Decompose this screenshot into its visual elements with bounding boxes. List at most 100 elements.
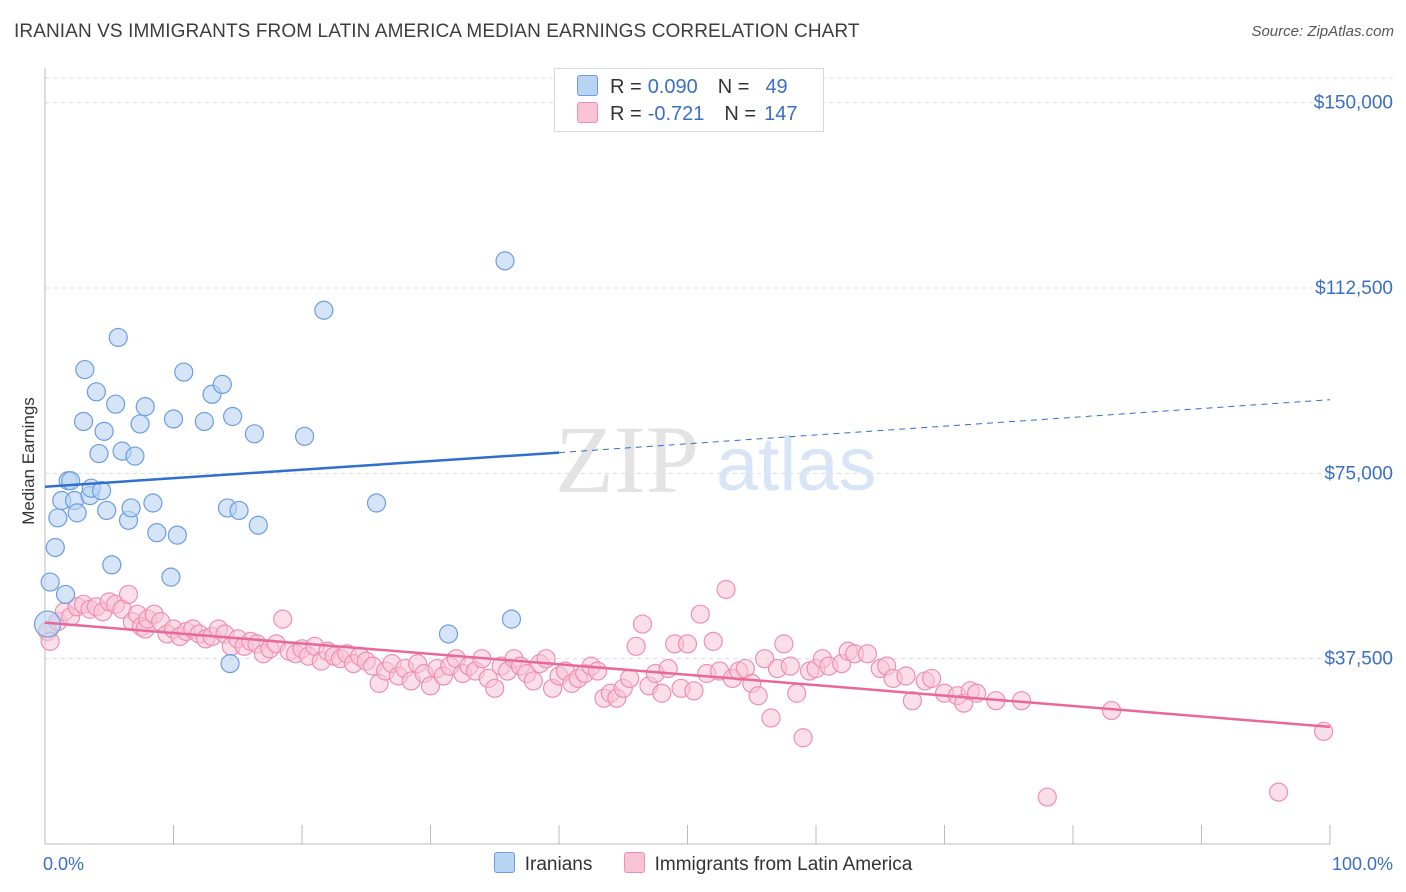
- iranians-point: [48, 508, 68, 528]
- latin-america-point: [793, 728, 813, 748]
- iranians-point: [108, 327, 128, 348]
- iranians-point: [91, 481, 112, 501]
- iranians-point: [248, 515, 268, 535]
- iranians-point: [366, 493, 387, 513]
- legend-r-label: R =: [610, 76, 642, 98]
- latin-america-point: [774, 634, 794, 654]
- legend-label-latin-america: Immigrants from Latin America: [654, 854, 913, 875]
- iranians-point: [220, 654, 240, 674]
- iranians-point: [438, 624, 459, 644]
- x-tick-label: 100.0%: [1332, 854, 1393, 874]
- chart-title: IRANIAN VS IMMIGRANTS FROM LATIN AMERICA…: [14, 21, 860, 42]
- latin-america-point: [857, 644, 878, 664]
- iranians-point: [229, 500, 249, 521]
- latin-america-point: [620, 668, 640, 689]
- watermark-zip: ZIP: [555, 406, 699, 513]
- latin-america-point: [273, 609, 293, 629]
- latin-america-trendline: [44, 621, 1331, 729]
- latin-america-point: [922, 668, 942, 689]
- latin-america-point: [716, 579, 736, 600]
- latin-america-point: [652, 683, 672, 703]
- latin-america-point: [761, 708, 781, 728]
- iranians-point: [73, 411, 94, 432]
- iranians-point: [67, 503, 87, 523]
- legend-n-label: N =: [717, 76, 750, 98]
- iranians-point: [55, 584, 76, 605]
- y-tick-label: $37,500: [1324, 649, 1393, 670]
- iranians-point: [174, 362, 194, 382]
- latin-america-point: [703, 631, 723, 651]
- legend-n-value: 49: [765, 76, 788, 98]
- iranians-point: [89, 443, 109, 464]
- legend-swatch-latin-america: [623, 852, 645, 873]
- iranians-point: [40, 572, 60, 592]
- iranians-point: [102, 555, 122, 575]
- y-tick-label: $112,500: [1315, 278, 1393, 299]
- x-tick-label: 0.0%: [43, 854, 84, 874]
- trendlines: [44, 399, 1331, 729]
- latin-america-point: [748, 686, 768, 706]
- iranians-point: [294, 426, 315, 446]
- legend-n-value: 147: [764, 103, 798, 125]
- legend-r-value: 0.090: [647, 76, 698, 98]
- iranians-point: [314, 300, 334, 320]
- latin-america-point: [1037, 787, 1057, 807]
- latin-america-point: [787, 683, 807, 703]
- latin-america-point: [118, 584, 139, 605]
- axes: [44, 68, 1331, 845]
- legend-swatch-iranians: [577, 75, 598, 96]
- iranians-point: [163, 409, 184, 429]
- iranians-point: [125, 446, 145, 466]
- series-latin-america-points: [37, 579, 1334, 807]
- watermark: ZIP atlas: [555, 406, 877, 513]
- latin-america-point: [677, 634, 698, 654]
- latin-america-point: [754, 649, 775, 669]
- legend-swatch-iranians: [493, 852, 515, 873]
- iranians-point: [106, 394, 126, 414]
- series-legend: Iranians Immigrants from Latin America: [0, 852, 1406, 876]
- iranians-trendline: [44, 451, 560, 488]
- iranians-point: [223, 406, 243, 427]
- iranians-point: [147, 523, 167, 543]
- latin-america-point: [587, 661, 608, 681]
- iranians-point: [75, 359, 95, 380]
- latin-america-point: [485, 678, 505, 698]
- iranians-trendline-extension: [558, 399, 1331, 454]
- iranians-point: [45, 537, 65, 558]
- legend-row-latin-america: R = -0.721 N = 147: [577, 102, 797, 126]
- correlation-legend: R = 0.090 N = 49 R = -0.721 N = 147: [554, 68, 824, 132]
- latin-america-point: [523, 671, 543, 691]
- legend-row-iranians: R = 0.090 N = 49: [577, 75, 788, 99]
- legend-r-value: -0.721: [647, 103, 705, 125]
- iranians-point: [244, 424, 265, 444]
- watermark-atlas: atlas: [716, 422, 877, 507]
- iranians-point: [135, 397, 155, 417]
- latin-america-point: [690, 604, 710, 624]
- iranians-point: [86, 382, 107, 402]
- iranians-point: [143, 493, 163, 513]
- iranians-point: [94, 421, 114, 441]
- iranians-point: [167, 525, 187, 545]
- legend-item-iranians: Iranians: [493, 852, 593, 876]
- iranians-point: [121, 498, 141, 518]
- legend-item-latin-america: Immigrants from Latin America: [623, 852, 913, 876]
- iranians-point: [495, 251, 515, 271]
- latin-america-point: [420, 676, 441, 696]
- iranians-point: [61, 471, 81, 491]
- y-tick-label: $75,000: [1324, 463, 1393, 484]
- y-tick-label: $150,000: [1314, 93, 1393, 114]
- axis-labels: $37,500 $75,000 $112,500 $150,000 0.0% 100.0%…: [19, 93, 1393, 874]
- legend-r-label: R =: [610, 103, 642, 125]
- latin-america-point: [896, 666, 916, 686]
- y-axis-label: Median Earnings: [19, 397, 38, 525]
- iranians-point: [501, 609, 522, 629]
- latin-america-point: [632, 614, 653, 634]
- legend-label-iranians: Iranians: [524, 854, 593, 875]
- latin-america-point: [1268, 782, 1289, 802]
- legend-n-label: N =: [724, 103, 757, 125]
- iranians-point: [212, 374, 232, 394]
- latin-america-point: [684, 681, 704, 701]
- legend-swatch-latin-america: [577, 102, 598, 123]
- latin-america-point: [780, 656, 800, 676]
